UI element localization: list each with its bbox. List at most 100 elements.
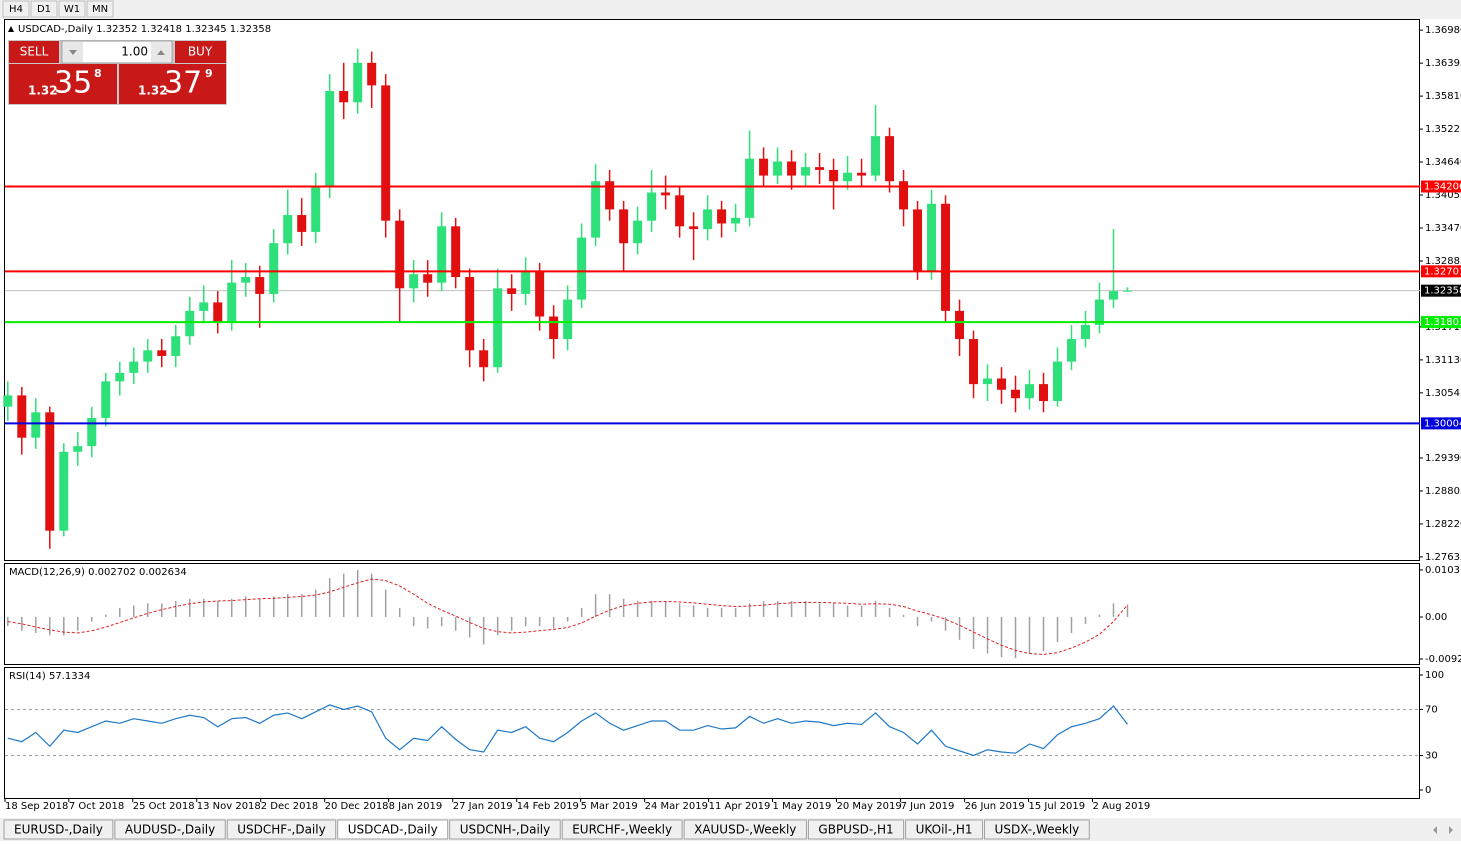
y-tick-label: 70 bbox=[1425, 704, 1438, 715]
x-tick-label: 27 Jan 2019 bbox=[453, 801, 513, 812]
candle-body bbox=[479, 350, 489, 368]
candle-body bbox=[563, 299, 573, 340]
tab-label[interactable]: USDCNH-,Daily bbox=[460, 823, 551, 837]
candle-body bbox=[353, 62, 363, 103]
tab-label[interactable]: UKOil-,H1 bbox=[916, 823, 973, 837]
tab[interactable]: USDCNH-,Daily bbox=[449, 819, 561, 840]
y-tick-label: 1.36395 bbox=[1425, 58, 1461, 69]
x-tick-label: 2 Aug 2019 bbox=[1092, 801, 1150, 812]
tab[interactable]: USDCHF-,Daily bbox=[226, 819, 337, 840]
timeframe-label[interactable]: MN bbox=[92, 4, 108, 15]
tab[interactable]: EURUSD-,Daily bbox=[3, 819, 114, 840]
candle-body bbox=[325, 91, 335, 187]
candle-body bbox=[241, 277, 251, 283]
tab-box[interactable] bbox=[807, 819, 905, 840]
level-label: 1.34206 bbox=[1424, 182, 1461, 193]
tab[interactable]: USDX-,Weekly bbox=[984, 819, 1090, 840]
tab-box[interactable] bbox=[114, 819, 226, 840]
candle-body bbox=[1094, 299, 1104, 325]
timeframe-label[interactable]: D1 bbox=[37, 4, 51, 15]
x-tick-label: 2 Dec 2018 bbox=[261, 801, 319, 812]
tab[interactable]: AUDUSD-,Daily bbox=[114, 819, 226, 840]
tab-label[interactable]: AUDUSD-,Daily bbox=[125, 823, 215, 837]
tab-scroll-left[interactable] bbox=[1433, 826, 1437, 834]
timeframe-button[interactable] bbox=[58, 0, 86, 18]
timeframe-label[interactable]: W1 bbox=[64, 4, 80, 15]
candle-body bbox=[129, 361, 139, 373]
candle-body bbox=[885, 136, 895, 182]
tab-box[interactable] bbox=[3, 819, 114, 840]
candle-body bbox=[143, 350, 153, 362]
tab-label[interactable]: EURCHF-,Weekly bbox=[572, 823, 672, 837]
sell-pips: 35 bbox=[54, 66, 92, 101]
candle-body bbox=[493, 288, 503, 368]
y-tick-label: 1.28220 bbox=[1425, 519, 1461, 530]
tab-scroll-right[interactable] bbox=[1449, 826, 1453, 834]
lot-value[interactable]: 1.00 bbox=[121, 45, 148, 59]
buy-button[interactable] bbox=[175, 41, 226, 63]
tab-label[interactable]: XAUUSD-,Weekly bbox=[694, 823, 796, 837]
sell-label[interactable]: SELL bbox=[20, 45, 49, 59]
tab-box[interactable] bbox=[449, 819, 561, 840]
candle-body bbox=[871, 136, 881, 176]
tab-box[interactable] bbox=[337, 819, 449, 840]
lot-input[interactable] bbox=[61, 40, 173, 64]
x-tick-label: 18 Sep 2018 bbox=[5, 801, 68, 812]
level-label: 1.30004 bbox=[1424, 418, 1461, 429]
timeframe-label[interactable]: H4 bbox=[9, 4, 23, 15]
collapse-icon[interactable] bbox=[8, 26, 14, 32]
tab[interactable]: EURCHF-,Weekly bbox=[561, 819, 683, 840]
candle-body bbox=[689, 226, 699, 230]
candle-body bbox=[185, 310, 195, 337]
tab-label[interactable]: EURUSD-,Daily bbox=[14, 823, 103, 837]
candle-body bbox=[619, 209, 629, 244]
candle-body bbox=[255, 277, 265, 294]
y-tick-label: 1.30545 bbox=[1425, 388, 1461, 399]
tab-label[interactable]: USDCHF-,Daily bbox=[237, 823, 325, 837]
tab-box[interactable] bbox=[905, 819, 984, 840]
tab-box[interactable] bbox=[226, 819, 337, 840]
candle-body bbox=[409, 274, 419, 289]
candle-body bbox=[941, 203, 951, 311]
tab-label[interactable]: GBPUSD-,H1 bbox=[818, 823, 893, 837]
sell-price-box[interactable] bbox=[9, 64, 117, 104]
main-panel bbox=[4, 19, 1420, 561]
buy-price-box[interactable] bbox=[119, 64, 226, 104]
timeframe-button[interactable] bbox=[86, 0, 114, 18]
buy-prefix: 1.32 bbox=[138, 84, 168, 98]
candle-body bbox=[87, 417, 97, 447]
candle-body bbox=[759, 158, 769, 176]
tab-label[interactable]: USDCAD-,Daily bbox=[348, 823, 438, 837]
candle-body bbox=[773, 161, 783, 176]
buy-label[interactable]: BUY bbox=[188, 45, 213, 59]
tab[interactable]: USDCAD-,Daily bbox=[337, 819, 449, 840]
x-tick-label: 13 Nov 2018 bbox=[197, 801, 261, 812]
tab[interactable]: GBPUSD-,H1 bbox=[807, 819, 905, 840]
candle-body bbox=[535, 271, 545, 317]
tab[interactable]: UKOil-,H1 bbox=[905, 819, 984, 840]
x-tick-label: 20 Dec 2018 bbox=[325, 801, 389, 812]
tab[interactable]: XAUUSD-,Weekly bbox=[683, 819, 807, 840]
candle-body bbox=[73, 446, 83, 452]
candle-body bbox=[101, 381, 111, 418]
candle-body bbox=[395, 220, 405, 289]
timeframe-button[interactable] bbox=[30, 0, 58, 18]
y-tick-label: 1.36980 bbox=[1425, 25, 1461, 36]
sell-button[interactable] bbox=[9, 41, 59, 63]
tab-box[interactable] bbox=[561, 819, 683, 840]
indicator-title: RSI(14) 57.1334 bbox=[9, 671, 90, 682]
level-label-box bbox=[1421, 417, 1461, 430]
y-tick-label: 1.27635 bbox=[1425, 552, 1461, 563]
candle-body bbox=[465, 277, 475, 351]
candle-body bbox=[339, 91, 349, 103]
candle-body bbox=[283, 215, 293, 244]
tab-box[interactable] bbox=[683, 819, 807, 840]
tab-box[interactable] bbox=[984, 819, 1090, 840]
level-label-box bbox=[1421, 316, 1461, 329]
candle-body bbox=[311, 186, 321, 232]
timeframe-button[interactable] bbox=[2, 0, 30, 18]
candle-body bbox=[675, 195, 685, 227]
candle-body bbox=[59, 451, 69, 531]
tab-label[interactable]: USDX-,Weekly bbox=[995, 823, 1080, 837]
